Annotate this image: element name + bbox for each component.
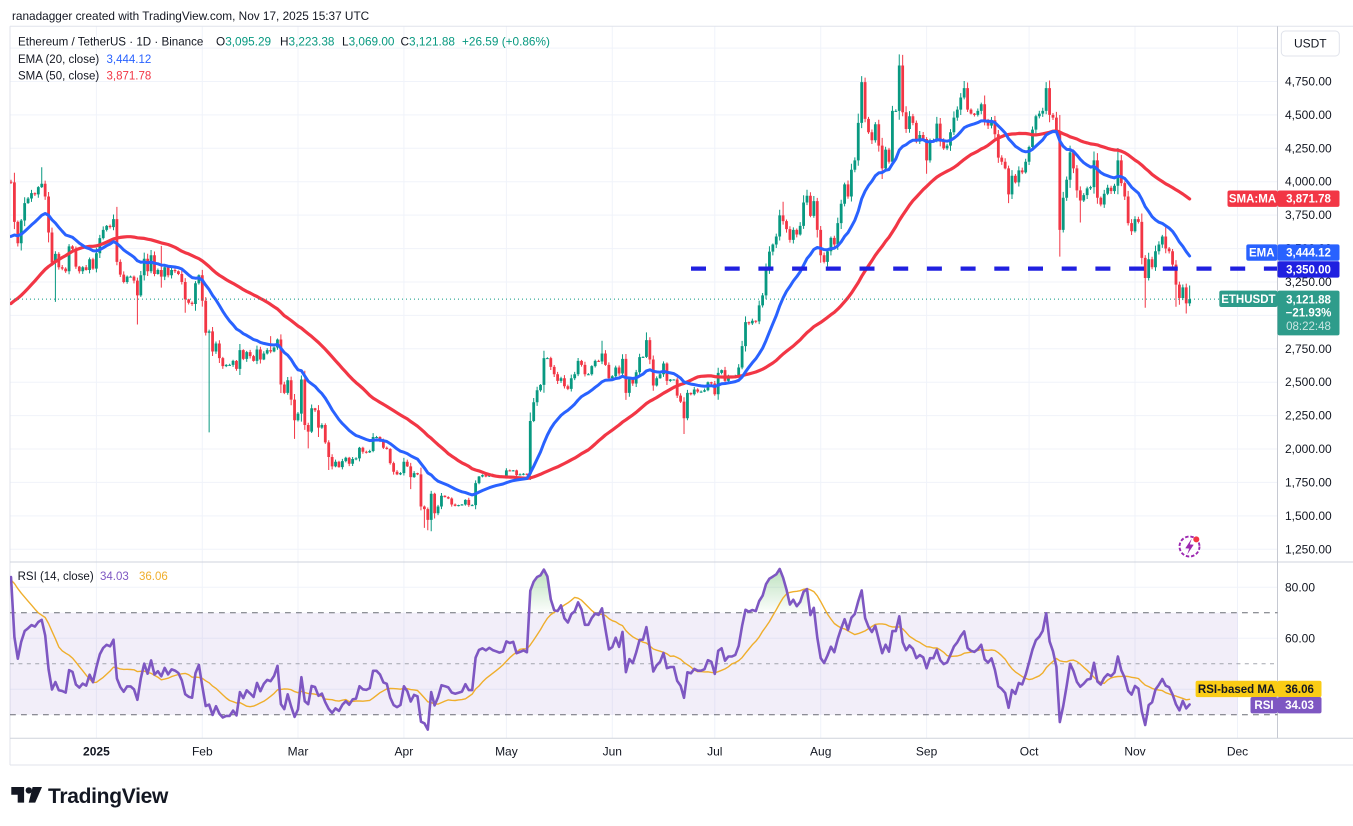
- svg-text:Ethereum / TetherUS · 1D · Bin: Ethereum / TetherUS · 1D · Binance O3,095…: [18, 34, 550, 48]
- svg-text:2,000.00: 2,000.00: [1285, 442, 1332, 456]
- svg-text:ranadagger created with Tradin: ranadagger created with TradingView.com,…: [12, 9, 370, 23]
- svg-text:EMA (20, close)3,444.12: EMA (20, close) 3,444.12: [18, 54, 151, 66]
- svg-text:36.06: 36.06: [1285, 684, 1314, 696]
- svg-text:3,750.00: 3,750.00: [1285, 208, 1332, 222]
- svg-text:3,250.00: 3,250.00: [1285, 275, 1332, 289]
- svg-text:3,871.78: 3,871.78: [1286, 194, 1331, 206]
- svg-text:Oct: Oct: [1020, 745, 1039, 759]
- svg-text:Jul: Jul: [707, 745, 722, 759]
- svg-text:08:22:48: 08:22:48: [1286, 321, 1331, 333]
- svg-text:3,121.88: 3,121.88: [1286, 294, 1331, 306]
- svg-text:1,750.00: 1,750.00: [1285, 475, 1332, 489]
- svg-text:−21.93%: −21.93%: [1286, 308, 1332, 320]
- svg-text:4,250.00: 4,250.00: [1285, 141, 1332, 155]
- svg-text:Dec: Dec: [1227, 745, 1248, 759]
- svg-text:80.00: 80.00: [1285, 580, 1315, 594]
- svg-text:3,444.12: 3,444.12: [1286, 248, 1331, 260]
- svg-text:Aug: Aug: [810, 745, 831, 759]
- svg-text:3,350.00: 3,350.00: [1286, 264, 1331, 276]
- svg-text:Apr: Apr: [395, 745, 414, 759]
- svg-text:2025: 2025: [83, 745, 110, 759]
- svg-text:USDT: USDT: [1294, 37, 1327, 51]
- svg-text:4,500.00: 4,500.00: [1285, 108, 1332, 122]
- svg-text:RSI-based MA: RSI-based MA: [1198, 684, 1275, 696]
- svg-text:34.03: 34.03: [1285, 700, 1314, 712]
- svg-text:4,000.00: 4,000.00: [1285, 175, 1332, 189]
- svg-text:ETHUSDT: ETHUSDT: [1221, 294, 1275, 306]
- svg-text:SMA (50, close)3,871.78: SMA (50, close) 3,871.78: [18, 71, 151, 83]
- svg-text:RSI: RSI: [1254, 700, 1273, 712]
- svg-text:Mar: Mar: [288, 745, 309, 759]
- svg-text:Sep: Sep: [916, 745, 938, 759]
- svg-text:SMA:MA: SMA:MA: [1229, 194, 1276, 206]
- svg-text:Jun: Jun: [603, 745, 622, 759]
- svg-text:4,750.00: 4,750.00: [1285, 75, 1332, 89]
- svg-text:2,250.00: 2,250.00: [1285, 409, 1332, 423]
- svg-text:60.00: 60.00: [1285, 631, 1315, 645]
- svg-text:2,500.00: 2,500.00: [1285, 375, 1332, 389]
- svg-text:TradingView: TradingView: [48, 785, 169, 808]
- svg-text:2,750.00: 2,750.00: [1285, 342, 1332, 356]
- svg-text:1,250.00: 1,250.00: [1285, 542, 1332, 556]
- svg-text:1,500.00: 1,500.00: [1285, 509, 1332, 523]
- svg-text:EMA: EMA: [1249, 248, 1275, 260]
- svg-text:Feb: Feb: [192, 745, 213, 759]
- svg-text:Nov: Nov: [1124, 745, 1145, 759]
- svg-text:May: May: [495, 745, 518, 759]
